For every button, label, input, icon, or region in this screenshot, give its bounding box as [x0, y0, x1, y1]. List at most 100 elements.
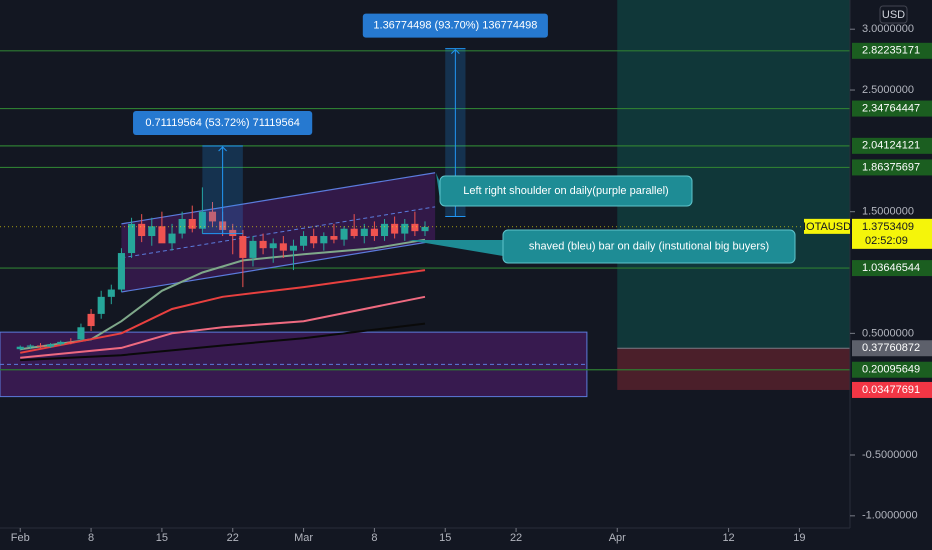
x-tick-label: Mar: [294, 532, 313, 544]
candle-body: [87, 313, 95, 327]
stop-tag: 0.03477691: [862, 384, 920, 396]
x-tick-label: Apr: [609, 532, 626, 544]
zone: [0, 331, 588, 398]
moving-average: [20, 269, 426, 354]
y-tick-label: -0.5000000: [862, 449, 918, 461]
candle-body: [77, 327, 85, 340]
x-tick-label: 22: [227, 532, 239, 544]
measure-arrowhead: [451, 48, 460, 55]
measure-label-bg: [362, 13, 548, 38]
candle-body: [269, 243, 277, 249]
level-tag-bg: [852, 137, 932, 154]
candle-body: [148, 226, 156, 237]
callout-box: [502, 229, 796, 264]
level-tag-bg: [852, 361, 932, 378]
measure-label-bg: [133, 110, 313, 135]
candle-body: [360, 228, 368, 237]
callout-text: Left right shoulder on daily(purple para…: [463, 185, 668, 197]
x-tick-label: 8: [371, 532, 377, 544]
candle-body: [107, 289, 115, 297]
candle-body: [391, 223, 399, 234]
candle-body: [320, 236, 328, 244]
level-tag-bg: [852, 260, 932, 277]
candle-body: [229, 229, 237, 237]
y-tick-label: 0.5000000: [862, 327, 914, 339]
candle-body: [97, 296, 105, 314]
y-tick-label: 3.0000000: [862, 23, 914, 35]
candle-body: [198, 211, 206, 229]
candle-body: [340, 228, 348, 240]
x-tick-label: Feb: [11, 532, 30, 544]
candle-body: [16, 346, 24, 350]
entry-tag-bg: [852, 340, 932, 357]
level-tag: 2.82235171: [862, 45, 920, 57]
callout-text: shaved (bleu) bar on daily (instutional …: [529, 240, 769, 252]
candle-body: [67, 341, 75, 344]
x-tick-label: 15: [439, 532, 451, 544]
candle-body: [289, 245, 297, 251]
candle-body: [330, 236, 338, 240]
candle-body: [36, 345, 45, 347]
measure-label: 0.71119564 (53.72%) 71119564: [145, 117, 300, 129]
candle-body: [370, 228, 378, 237]
level-tag-bg: [852, 100, 932, 117]
candle-body: [259, 240, 267, 249]
position-stop: [617, 348, 850, 390]
candle-body: [128, 223, 136, 254]
candle-body: [401, 223, 409, 234]
moving-average: [20, 295, 426, 359]
currency: USD: [882, 9, 905, 21]
level-tag: 1.86375697: [862, 161, 920, 173]
moving-average: [20, 238, 426, 351]
candle-body: [380, 223, 389, 237]
y-tick-label: 1.5000000: [862, 206, 914, 218]
stop-tag-bg: [852, 381, 932, 398]
x-tick-label: 22: [510, 532, 522, 544]
candle-body: [411, 223, 419, 232]
entry-tag: 0.37760872: [862, 342, 920, 354]
candle-body: [47, 344, 55, 347]
candle-body: [421, 226, 429, 232]
y-tick-label: 2.5000000: [862, 84, 914, 96]
current-price-bg: [852, 218, 932, 249]
x-tick-label: 12: [722, 532, 734, 544]
candle-body: [117, 253, 125, 290]
time-axis-bg: [0, 528, 932, 550]
level-tag: 2.34764447: [862, 102, 920, 114]
candle-body: [300, 236, 308, 246]
currency-box[interactable]: [879, 5, 908, 24]
countdown: 02:52:09: [865, 235, 908, 247]
callout-pointer: [436, 173, 440, 200]
candle-body: [208, 211, 217, 222]
x-tick-label: 8: [88, 532, 94, 544]
x-tick-label: 19: [793, 532, 805, 544]
channel-mid: [121, 206, 436, 259]
candle-body: [350, 228, 358, 237]
candle-body: [249, 240, 257, 258]
current-price: 1.3753409: [862, 221, 914, 233]
level-tag: 0.20095649: [862, 364, 920, 376]
level-tag: 2.04124121: [862, 140, 920, 152]
y-tick-label: -1.0000000: [862, 510, 918, 522]
candle-body: [168, 233, 176, 244]
symbol-tag-bg: [804, 218, 850, 234]
channel-lower: [121, 240, 436, 293]
callout-box: [439, 175, 693, 207]
level-tag-bg: [852, 42, 932, 59]
candle-body: [26, 345, 34, 347]
channel-upper: [121, 172, 436, 225]
candle-body: [310, 236, 318, 244]
channel: [121, 172, 436, 292]
candle-body: [158, 226, 166, 244]
measure-label: 1.36774498 (93.70%) 136774498: [373, 20, 537, 32]
candle-body: [138, 223, 146, 237]
x-tick-label: 15: [156, 532, 168, 544]
candle-body: [57, 341, 65, 345]
moving-average: [20, 322, 426, 362]
candle-body: [178, 218, 186, 234]
candle-body: [279, 243, 287, 251]
symbol-tag: IOTAUSD: [803, 221, 851, 233]
